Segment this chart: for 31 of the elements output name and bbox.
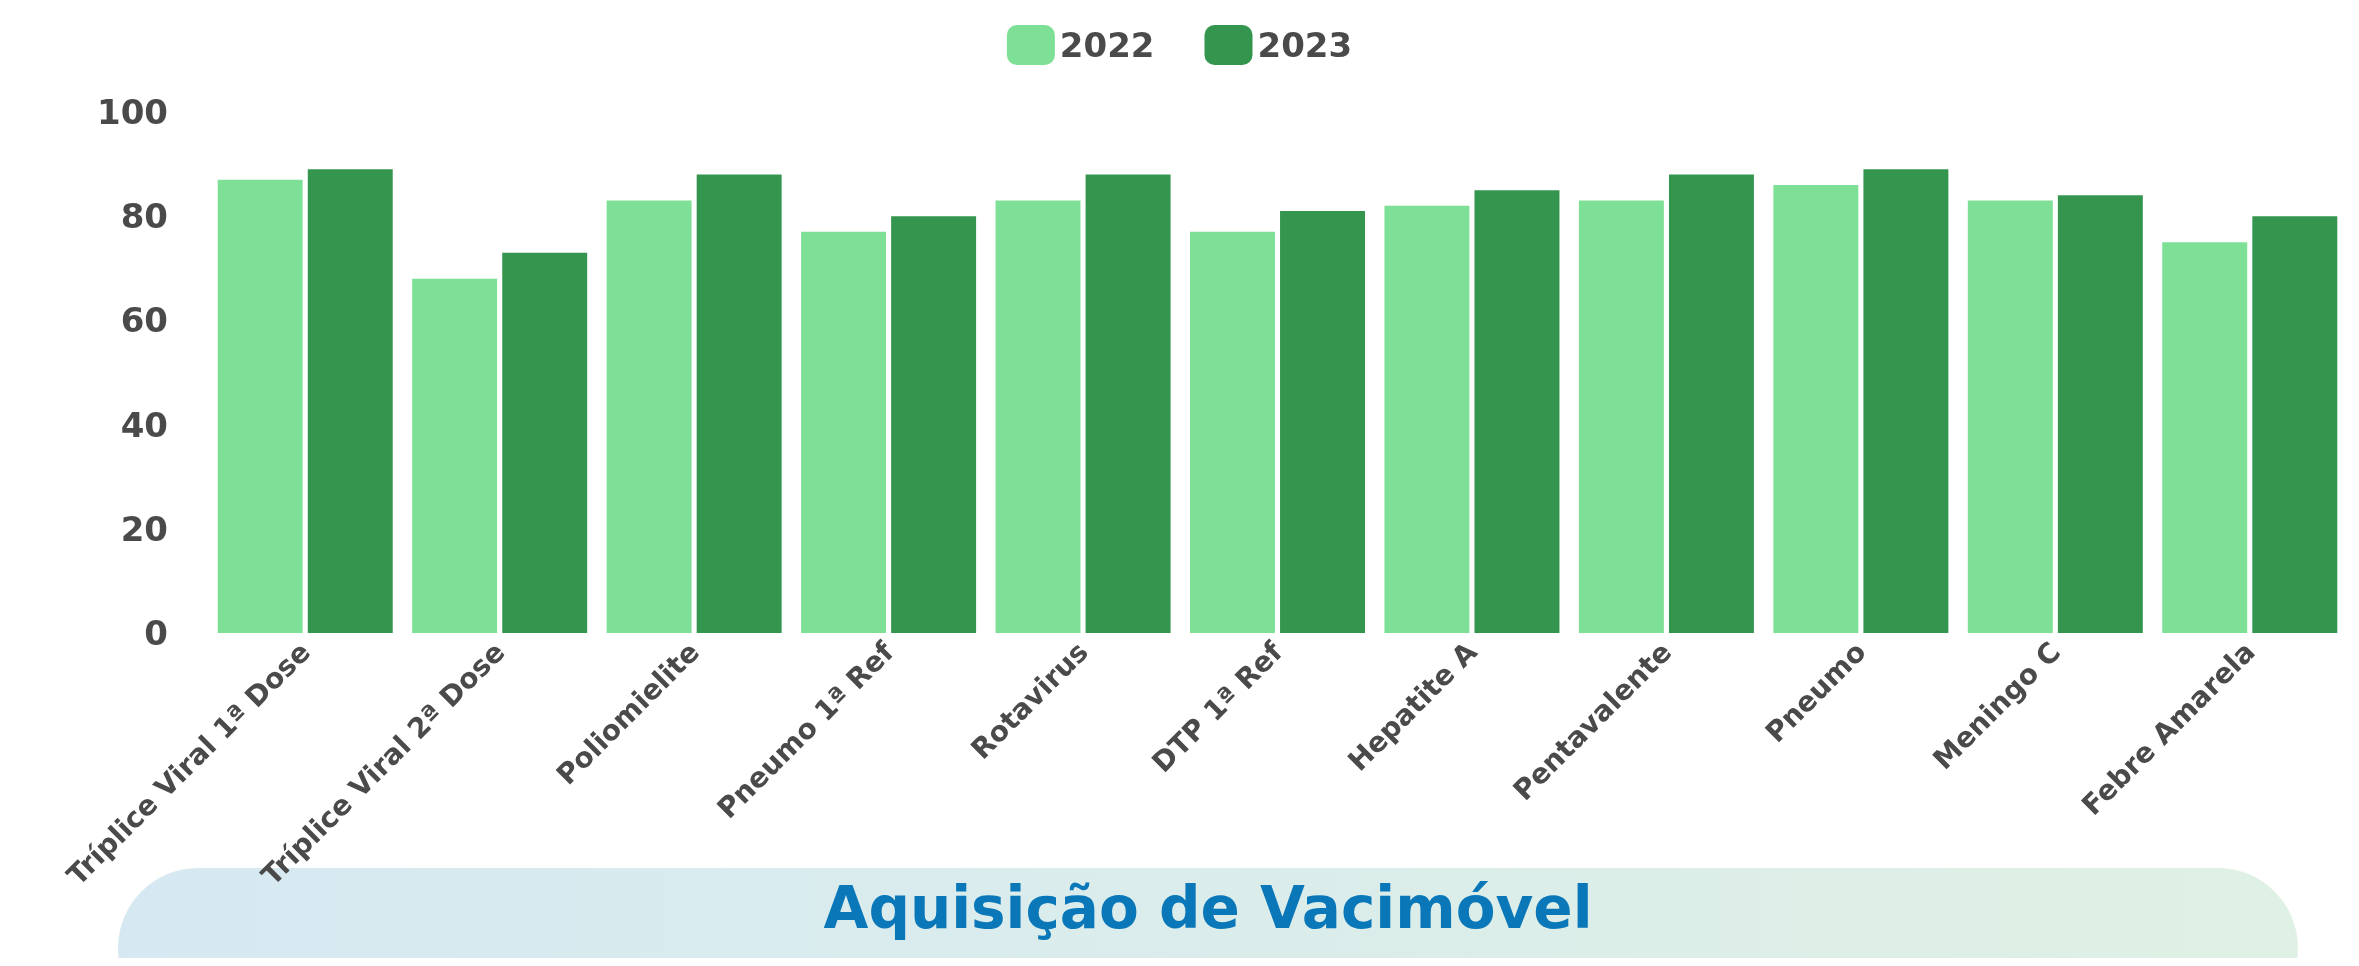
bar bbox=[1863, 169, 1949, 633]
bar bbox=[1967, 200, 2053, 633]
bar bbox=[412, 278, 498, 633]
bar bbox=[2057, 195, 2143, 633]
bar bbox=[891, 216, 977, 633]
y-tick-label: 0 bbox=[144, 613, 168, 653]
bar bbox=[502, 252, 588, 633]
y-tick-label: 40 bbox=[120, 404, 168, 445]
bar bbox=[2252, 216, 2338, 633]
bar bbox=[307, 169, 393, 633]
bar bbox=[801, 231, 887, 633]
bar bbox=[696, 174, 782, 633]
bar bbox=[995, 200, 1081, 633]
bar bbox=[1280, 210, 1365, 633]
bar bbox=[1668, 174, 1754, 633]
y-tick-label: 100 bbox=[97, 92, 168, 132]
bar bbox=[606, 200, 692, 633]
legend-label: 2022 bbox=[1059, 25, 1155, 65]
y-tick-label: 80 bbox=[120, 196, 168, 237]
text: Aquisição de Vacimóvel bbox=[823, 874, 1593, 942]
bar bbox=[1578, 200, 1664, 633]
bar bbox=[1474, 190, 1560, 633]
bar bbox=[2162, 242, 2248, 633]
bar bbox=[1384, 205, 1470, 633]
y-tick-label: 20 bbox=[120, 508, 168, 549]
bar bbox=[217, 179, 303, 633]
bar bbox=[1190, 231, 1275, 633]
bar bbox=[1085, 174, 1171, 633]
legend-label: 2023 bbox=[1257, 25, 1353, 65]
bar bbox=[1773, 184, 1859, 633]
y-tick-label: 60 bbox=[120, 300, 168, 341]
